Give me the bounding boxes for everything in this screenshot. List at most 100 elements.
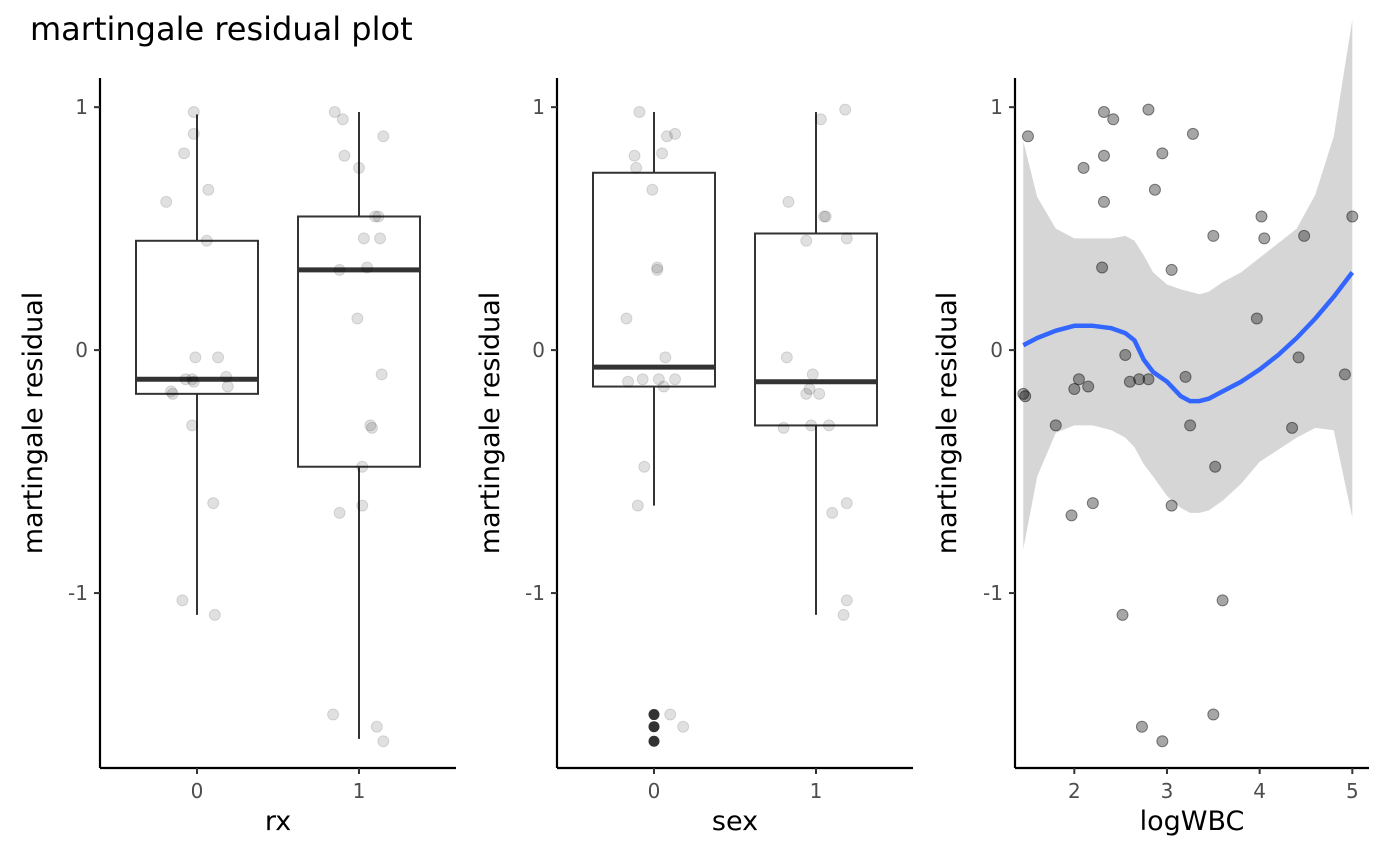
jitter-point (356, 499, 369, 512)
jitter-point (839, 103, 852, 116)
box-iqr (297, 215, 421, 468)
scatter-point (1097, 149, 1110, 162)
scatter-point (1165, 263, 1178, 276)
scatter-point (1049, 419, 1062, 432)
jitter-point (328, 106, 341, 119)
box-iqr (135, 239, 259, 395)
scatter-point (1077, 161, 1090, 174)
jitter-point (636, 373, 649, 386)
scatter-point (1207, 229, 1220, 242)
outlier-point (648, 721, 660, 733)
jitter-point (633, 106, 646, 119)
scatter-point (1156, 147, 1169, 160)
scatter-point (1142, 373, 1155, 386)
x-tick-label: 1 (353, 779, 366, 803)
jitter-point (361, 261, 374, 274)
chart-title: martingale residual plot (30, 10, 413, 48)
jitter-point (365, 421, 378, 434)
jitter-point (669, 127, 682, 140)
scatter-point (1184, 419, 1197, 432)
scatter-point (1119, 348, 1132, 361)
jitter-point (377, 130, 390, 143)
jitter-point (622, 375, 635, 388)
jitter-point (221, 380, 234, 393)
jitter-point (165, 385, 178, 398)
jitter-point (212, 351, 225, 364)
scatter-point (1142, 103, 1155, 116)
jitter-point (813, 387, 826, 400)
y-tick-label: -1 (525, 581, 545, 605)
jitter-point (377, 735, 390, 748)
panel-rx-boxplot: -1 0 1 martingale residual rx 0 1 (18, 78, 456, 837)
jitter-point (800, 387, 813, 400)
jitter-point (840, 497, 853, 510)
jitter-point (374, 232, 387, 245)
scatter-point (1165, 499, 1178, 512)
scatter-point (1250, 312, 1263, 325)
jitter-point (780, 351, 793, 364)
scatter-point (1065, 509, 1078, 522)
box-iqr (592, 171, 716, 388)
jitter-point (628, 149, 641, 162)
jitter-point (179, 373, 192, 386)
scatter-point (1097, 106, 1110, 119)
x-tick-label: 4 (1253, 779, 1266, 803)
scatter-point (1019, 390, 1032, 403)
jitter-point (166, 387, 179, 400)
y-tick-label: 0 (990, 338, 1003, 362)
jitter-point (351, 312, 364, 325)
jitter-point (327, 708, 340, 721)
scatter-point (1338, 368, 1351, 381)
jitter-point (840, 232, 853, 245)
jitter-point (333, 263, 346, 276)
y-tick-label: 0 (532, 338, 545, 362)
jitter-point (806, 368, 819, 381)
scatter-point (1116, 608, 1129, 621)
jitter-point (646, 183, 659, 196)
jitter-point (200, 234, 213, 247)
x-axis-title: logWBC (1140, 806, 1245, 837)
y-tick-label: 1 (75, 95, 88, 119)
y-tick-label: 1 (990, 95, 1003, 119)
jitter-point (677, 720, 690, 733)
jitter-point (669, 373, 682, 386)
scatter-point (1082, 380, 1095, 393)
jitter-point (631, 499, 644, 512)
jitter-point (176, 594, 189, 607)
jitter-point (369, 210, 382, 223)
jitter-point (782, 195, 795, 208)
jitter-point (822, 419, 835, 432)
jitter-point (375, 368, 388, 381)
jitter-point (202, 183, 215, 196)
jitter-point (652, 373, 665, 386)
jitter-point (814, 113, 827, 126)
jitter-point (187, 106, 200, 119)
jitter-point (207, 497, 220, 510)
outlier-point (648, 735, 660, 747)
scatter-point (1021, 130, 1034, 143)
scatter-point (1107, 113, 1120, 126)
jitter-point (657, 380, 670, 393)
x-axis-title: rx (265, 806, 291, 837)
jitter-point (187, 127, 200, 140)
panel-sex-boxplot: -1 0 1 martingale residual sex 0 1 (475, 78, 913, 837)
outlier-point (648, 709, 660, 721)
jitter-point (803, 382, 816, 395)
jitter-point (630, 161, 643, 174)
scatter-point (1017, 387, 1030, 400)
scatter-point (1086, 497, 1099, 510)
scatter-point (1298, 229, 1311, 242)
scatter-point (1179, 370, 1192, 383)
jitter-point (353, 161, 365, 174)
jitter-point (370, 720, 383, 733)
jitter-point (178, 147, 191, 160)
jitter-point (160, 195, 173, 208)
jitter-point (338, 149, 351, 162)
y-axis-title: martingale residual (18, 292, 49, 555)
jitter-point (220, 370, 233, 383)
jitter-point (826, 506, 839, 519)
jitter-point (187, 375, 200, 388)
jitter-point (664, 708, 677, 721)
x-tick-label: 0 (191, 779, 204, 803)
